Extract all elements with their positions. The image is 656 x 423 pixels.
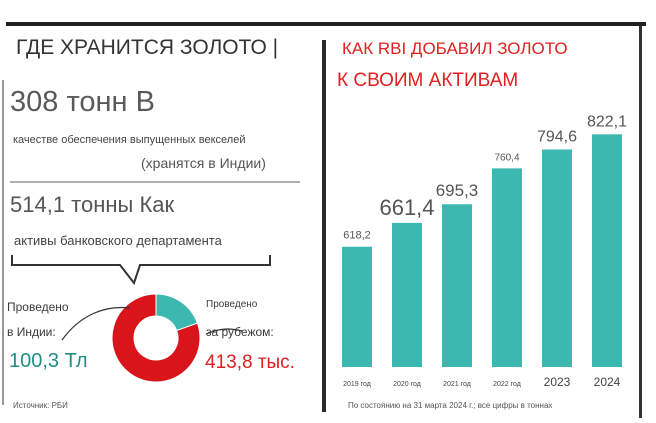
india-label-1: Проведено	[7, 300, 69, 314]
stat1-value: 308 тонн В	[10, 86, 155, 118]
india-label-2: в Индии:	[7, 325, 56, 339]
donut-slice-1	[111, 293, 201, 383]
abroad-value: 413,8 тыс.	[205, 352, 295, 373]
bar-value-label-0: 618,2	[343, 230, 371, 242]
right-title-line1: КАК RBI ДОБАВИЛ ЗОЛОТО	[342, 39, 568, 58]
bar-5	[592, 134, 622, 367]
bar-chart: 618,2 2019 год 661,4 2020 год 695,3 2021 год 7…	[342, 113, 627, 389]
bar-category-label-0: 2019 год	[343, 381, 371, 388]
source: Источник: РБИ	[13, 401, 68, 410]
abroad-label-2: за рубежом:	[206, 325, 274, 339]
bar-category-label-1: 2020 год	[393, 381, 421, 388]
top-border	[6, 22, 646, 26]
bar-value-label-2: 695,3	[436, 181, 479, 200]
bar-4	[542, 149, 572, 367]
bar-value-label-4: 794,6	[537, 129, 577, 146]
bar-value-label-1: 661,4	[379, 195, 434, 220]
bar-category-label-2: 2021 год	[443, 381, 471, 388]
left-border	[2, 80, 4, 405]
connector-lines	[61, 306, 243, 341]
bar-0	[342, 246, 372, 367]
right-title-line2: К СВОИМ АКТИВАМ	[337, 70, 519, 91]
india-value: 100,3 Тл	[9, 350, 88, 372]
stat2-value: 514,1 тонны Как	[10, 192, 175, 217]
bar-category-label-4: 2023	[544, 375, 571, 389]
bar-3	[492, 168, 522, 367]
bracket-graphic	[11, 255, 271, 286]
bar-category-label-3: 2022 год	[493, 381, 521, 388]
bar-category-label-5: 2024	[594, 375, 621, 389]
panel-divider	[322, 40, 326, 412]
stat2-desc: активы банковского департамента	[14, 233, 222, 248]
chart-footnote: По состоянию на 31 марта 2024 г.; все ци…	[348, 401, 553, 410]
right-border	[639, 26, 642, 418]
stat1-note: (хранятся в Индии)	[141, 155, 266, 171]
bar-value-label-3: 760,4	[494, 152, 519, 163]
bar-value-label-5: 822,1	[587, 113, 627, 130]
bar-2	[442, 204, 472, 367]
left-title: ГДЕ ХРАНИТСЯ ЗОЛОТО |	[16, 36, 279, 59]
horizontal-rule	[10, 181, 300, 183]
donut-chart	[111, 293, 201, 383]
stat1-desc: качестве обеспечения выпущенных векселей	[13, 134, 246, 146]
bar-1	[392, 222, 422, 367]
abroad-label-1: Проведено	[206, 299, 258, 310]
